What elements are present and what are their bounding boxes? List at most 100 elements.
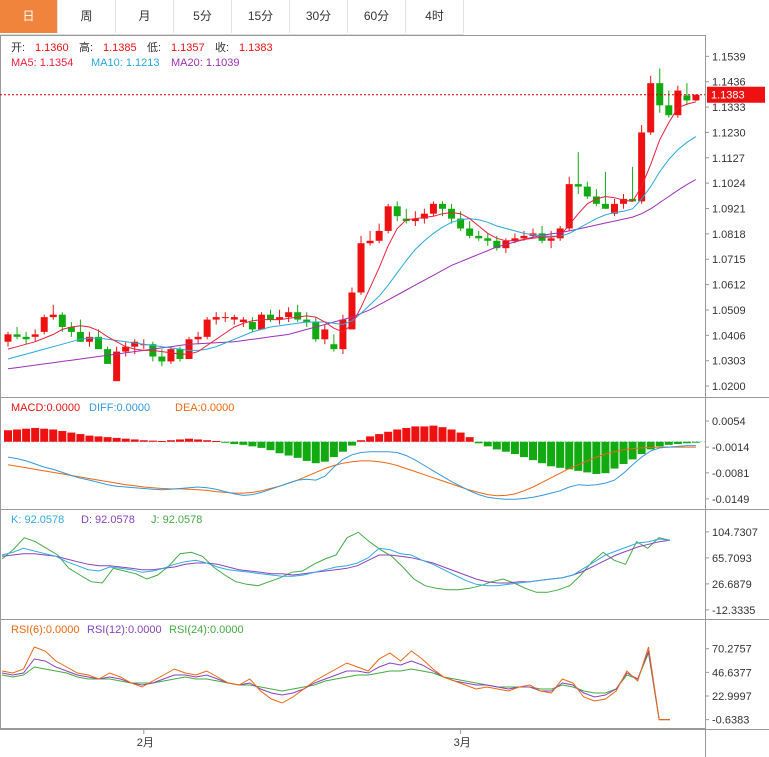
price-tick-label: 1.0818 [712,229,746,241]
macd-bar [384,431,393,442]
macd-bar [13,429,22,442]
macd-bar [411,426,420,442]
candle-body [683,95,691,101]
candle-body [321,329,329,340]
candle-body [547,238,555,241]
macd-bar [67,432,76,442]
candle-body [221,317,229,319]
kdj-k-line [1,538,671,587]
candle-body [656,83,664,106]
kdj-legend: D: 92.0578 [81,514,135,526]
candle-body [665,105,673,116]
price-tick-label: 1.1539 [712,51,746,63]
macd-tick-label: 0.0054 [712,416,746,428]
macd-bar [483,441,492,447]
macd-tick-label: -0.0149 [712,494,749,506]
candle-body [620,198,628,204]
ohlc-value: 1.1357 [171,42,205,54]
candle-body [113,351,121,382]
rsi-legend: RSI(6):0.0000 [11,624,79,636]
candle-body [85,336,93,342]
candle-body [556,228,564,239]
candle-body [122,346,130,352]
tab-7[interactable]: 4时 [406,0,464,33]
macd-bar [347,441,356,446]
macd-bar [501,441,510,452]
candle-body [140,344,148,346]
macd-bar [166,440,175,442]
ohlc-label: 开: [11,42,25,54]
macd-bar [474,441,483,444]
candle-body [674,90,682,116]
macd-bar [185,438,194,442]
candle-body [411,218,419,222]
macd-bar [130,439,139,442]
rsi12-line [1,649,670,721]
candle-body [31,334,39,337]
last-price-tag [707,86,765,103]
macd-bar [492,441,501,450]
macd-bar [447,429,456,442]
candle-body [276,317,284,320]
candle-body [384,206,392,231]
candle-body [67,326,75,332]
tab-0[interactable]: 日 [0,0,58,33]
candle-body [466,228,474,236]
tab-6[interactable]: 60分 [348,0,406,33]
macd-bar [221,441,230,443]
macd-bar [438,427,447,442]
candle-body [366,240,374,244]
candle-body [692,94,700,101]
macd-bar [139,440,148,442]
macd-bar [529,441,538,461]
macd-bar [40,428,49,442]
chart-canvas: 1.1539 1.1436 1.1333 1.1230 1.1127 1.1024 1.09… [0,35,769,757]
candle-body [647,83,655,133]
candle-body [420,213,428,219]
macd-bar [284,441,293,456]
macd-bar [103,437,112,442]
candle-body [638,132,646,202]
tab-2[interactable]: 月 [116,0,174,33]
tab-1[interactable]: 周 [58,0,116,33]
macd-tick-label: -0.0081 [712,468,749,480]
candle-body [484,238,492,241]
tab-5[interactable]: 30分 [290,0,348,33]
tab-3[interactable]: 5分 [174,0,232,33]
candle-body [76,331,84,342]
macd-bar [538,441,547,464]
rsi-tick-label: 70.2757 [712,644,752,656]
macd-bar [248,441,257,447]
macd-bar [682,441,691,444]
price-tick-label: 1.1024 [712,178,746,190]
candle-body [131,341,139,347]
ma-label: MA5: 1.1354 [11,57,73,69]
candle-body [348,292,356,330]
macd-bar [556,441,565,468]
macd-bar [58,431,67,442]
ohlc-value: 1.1385 [103,42,137,54]
macd-bar [203,440,212,442]
kdj-legend: J: 92.0578 [151,514,202,526]
price-tick-label: 1.0921 [712,204,746,216]
candle-body [511,238,519,241]
candle-body [230,317,238,320]
macd-bar [157,440,166,442]
candle-body [629,198,637,202]
macd-bar [112,437,121,442]
macd-bar [366,436,375,442]
macd-bar [357,440,366,442]
candle-body [438,203,446,209]
macd-bar [175,439,184,442]
tab-4[interactable]: 15分 [232,0,290,33]
candle-body [375,230,383,241]
candle-body [493,240,501,249]
macd-bar [465,437,474,442]
macd-bar [338,441,347,452]
time-tick-label: 3月 [454,737,471,749]
candle-body [565,184,573,229]
candle-body [393,206,401,217]
macd-dea-line [7,446,696,497]
kdj-tick-label: -12.3335 [712,605,755,617]
candle-body [330,344,338,350]
